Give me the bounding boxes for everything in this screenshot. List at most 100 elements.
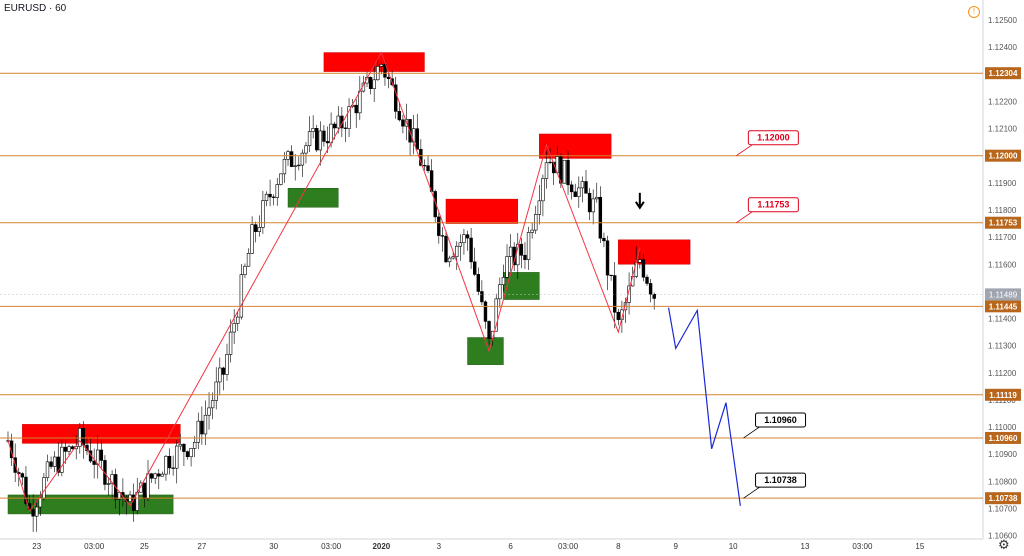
- candle: [38, 497, 43, 508]
- level-tag-label: 1.11119: [989, 391, 1017, 400]
- candle: [508, 246, 513, 257]
- candle: [465, 234, 470, 239]
- candle: [232, 323, 236, 333]
- candle: [225, 354, 229, 375]
- candle: [78, 427, 82, 447]
- callout-label: 1.10738: [764, 475, 797, 485]
- y-tick-label: 1.11000: [988, 423, 1017, 432]
- candle: [70, 446, 75, 450]
- x-tick-label: 03:00: [84, 542, 105, 551]
- level-tag: [985, 492, 1021, 505]
- callout-box: [755, 412, 807, 428]
- candle: [250, 224, 254, 254]
- candle: [652, 294, 656, 299]
- candle: [613, 275, 617, 313]
- info-icon[interactable]: !: [968, 6, 980, 18]
- x-tick-label: 8: [616, 542, 621, 551]
- candle: [254, 224, 258, 232]
- candle: [257, 227, 261, 232]
- candle: [329, 123, 333, 144]
- candle: [164, 455, 168, 475]
- x-tick-label: 27: [197, 542, 206, 551]
- candle: [99, 449, 104, 461]
- red-zone: [445, 198, 519, 224]
- candle: [444, 235, 448, 263]
- candle: [56, 456, 60, 473]
- candle: [142, 482, 147, 499]
- candle: [236, 316, 240, 324]
- candle: [455, 245, 459, 257]
- candle: [139, 482, 143, 493]
- candle: [336, 115, 340, 129]
- candle: [157, 473, 161, 477]
- candle: [167, 455, 172, 469]
- candle: [221, 367, 226, 375]
- candle: [494, 298, 498, 332]
- level-tag-label: 1.11445: [989, 302, 1018, 311]
- zigzag-line: [7, 51, 641, 513]
- current-price-tag: [985, 288, 1021, 301]
- candle: [591, 198, 595, 213]
- candle: [63, 446, 68, 452]
- y-tick-label: 1.12200: [988, 97, 1017, 106]
- x-tick-label: 9: [674, 542, 679, 551]
- candle: [498, 284, 502, 300]
- candle: [297, 164, 301, 167]
- candle: [476, 274, 480, 292]
- callout-label: 1.11753: [757, 200, 789, 210]
- candle: [580, 181, 585, 189]
- y-tick-label: 1.10700: [988, 505, 1017, 514]
- candle: [440, 235, 445, 237]
- candle: [638, 259, 642, 263]
- callout-label: 1.12000: [757, 133, 790, 143]
- candle: [397, 111, 402, 121]
- candle: [92, 460, 96, 465]
- callout-box: [747, 130, 799, 146]
- gear-icon[interactable]: ⚙: [998, 537, 1010, 552]
- candle: [458, 242, 463, 247]
- candle: [472, 261, 477, 275]
- candle: [275, 184, 279, 198]
- y-tick-label: 1.12100: [988, 125, 1017, 134]
- candle: [368, 77, 373, 89]
- candle: [548, 161, 552, 164]
- candle: [505, 256, 509, 278]
- candle: [641, 259, 646, 278]
- candle: [519, 243, 524, 256]
- candle: [433, 191, 437, 218]
- candle: [605, 240, 610, 276]
- candle: [304, 145, 308, 154]
- current-price-label: 1.11489: [989, 290, 1018, 299]
- candle: [20, 473, 25, 478]
- candle: [264, 193, 269, 201]
- candle: [171, 467, 175, 469]
- candle: [602, 237, 606, 242]
- candle: [598, 196, 603, 239]
- candle: [372, 79, 376, 89]
- candle: [60, 446, 64, 473]
- candle: [616, 311, 621, 320]
- candle: [261, 200, 265, 228]
- candle: [192, 441, 197, 449]
- candle: [526, 232, 531, 260]
- candle: [451, 256, 455, 259]
- level-tag-label: 1.12304: [989, 69, 1018, 78]
- candle: [587, 192, 592, 213]
- candle: [239, 274, 244, 318]
- candle: [45, 461, 50, 478]
- callout-pointer: [743, 426, 760, 439]
- candle: [343, 127, 348, 129]
- candle: [31, 509, 35, 517]
- x-tick-label: 23: [32, 542, 41, 551]
- candle: [332, 123, 337, 129]
- callout-box: [747, 197, 799, 213]
- x-tick-label: 03:00: [558, 542, 579, 551]
- down-arrow-head: [635, 201, 645, 210]
- candle: [462, 234, 466, 244]
- candle: [541, 178, 545, 202]
- projection-line: [667, 307, 741, 506]
- candle: [35, 506, 39, 517]
- candle: [182, 443, 186, 452]
- candle: [523, 254, 527, 260]
